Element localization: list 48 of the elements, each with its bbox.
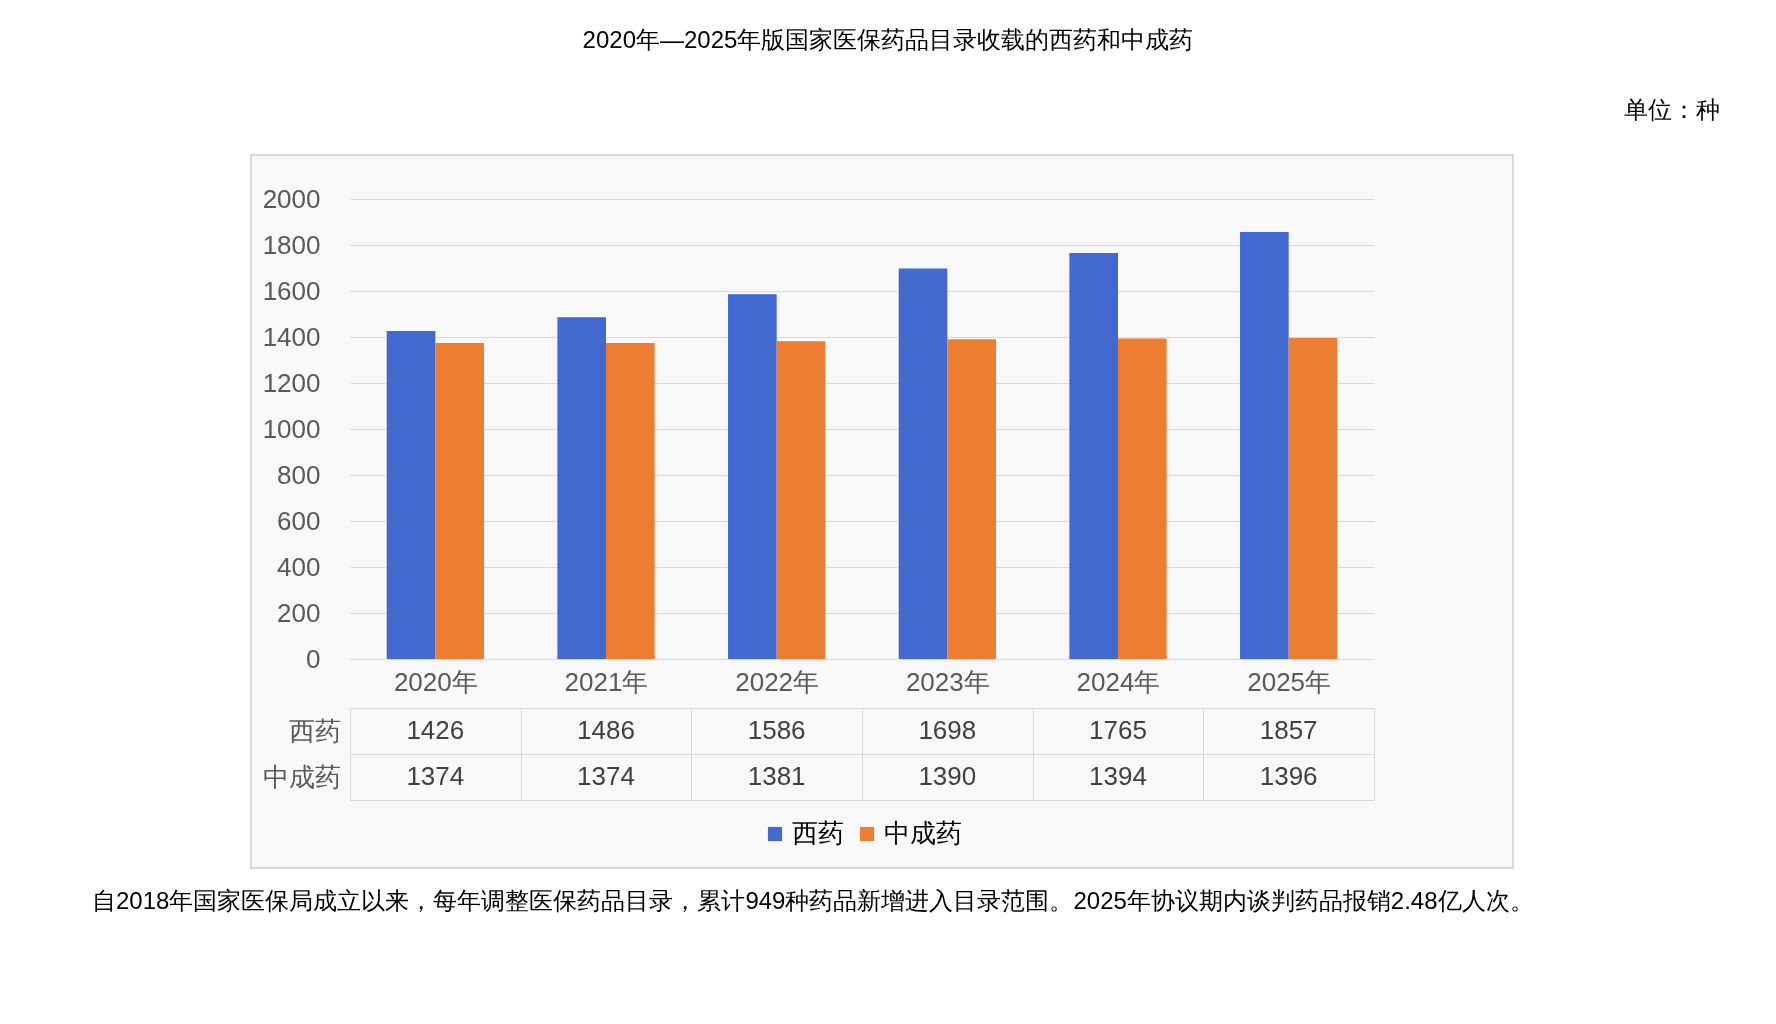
y-tick-label: 1600	[262, 275, 321, 306]
x-tick-label: 2023年	[905, 666, 990, 697]
y-tick-label: 1800	[262, 229, 321, 260]
bar	[606, 342, 655, 659]
legend-label: 中成药	[884, 818, 962, 848]
x-tick-label: 2024年	[1076, 666, 1161, 697]
x-tick-label: 2020年	[393, 666, 478, 697]
y-tick-label: 1000	[262, 413, 321, 444]
data-label: 1381	[747, 761, 806, 791]
x-tick-label: 2022年	[735, 666, 820, 697]
bar	[1240, 231, 1289, 659]
y-tick-label: 1400	[262, 321, 321, 352]
y-tick-label: 0	[306, 643, 321, 674]
bar	[898, 268, 948, 659]
y-tick-label: 600	[277, 505, 321, 536]
text: 中成药	[262, 761, 341, 792]
text: 西药	[288, 715, 341, 746]
bar	[435, 342, 484, 659]
data-label: 1394	[1089, 761, 1147, 791]
bar	[386, 331, 436, 659]
text: 单位：种	[1623, 95, 1721, 125]
bar	[728, 294, 777, 659]
data-label: 1390	[918, 761, 977, 791]
data-label: 1857	[1259, 715, 1318, 745]
y-tick-label: 400	[277, 551, 321, 582]
x-tick-label: 2021年	[564, 666, 649, 697]
x-tick-label: 2025年	[1247, 666, 1332, 697]
bar	[1118, 338, 1167, 659]
bar	[1069, 253, 1118, 659]
bar	[776, 341, 826, 659]
y-tick-label: 1200	[262, 367, 321, 398]
y-tick-label: 2000	[262, 183, 321, 214]
legend-label: 西药	[792, 818, 844, 848]
data-label: 1698	[918, 715, 977, 745]
text: 自2018年国家医保局成立以来，每年调整医保药品目录，累计949种药品新增进入目录范围。2025年协议期内谈判药品报销2.48亿人次。	[92, 886, 1535, 916]
data-label: 1396	[1259, 761, 1318, 791]
data-label: 1486	[577, 715, 635, 745]
bar	[557, 317, 606, 659]
data-label: 1374	[406, 761, 465, 791]
data-label: 1374	[577, 761, 635, 791]
data-label: 1586	[747, 715, 806, 745]
bar	[947, 339, 996, 659]
chart-title: 2020年—2025年版国家医保药品目录收载的西药和中成药	[581, 25, 1195, 55]
data-label: 1765	[1089, 715, 1147, 745]
bar	[1288, 337, 1338, 659]
data-label: 1426	[406, 715, 465, 745]
y-tick-label: 200	[277, 597, 321, 628]
y-tick-label: 800	[277, 459, 321, 490]
